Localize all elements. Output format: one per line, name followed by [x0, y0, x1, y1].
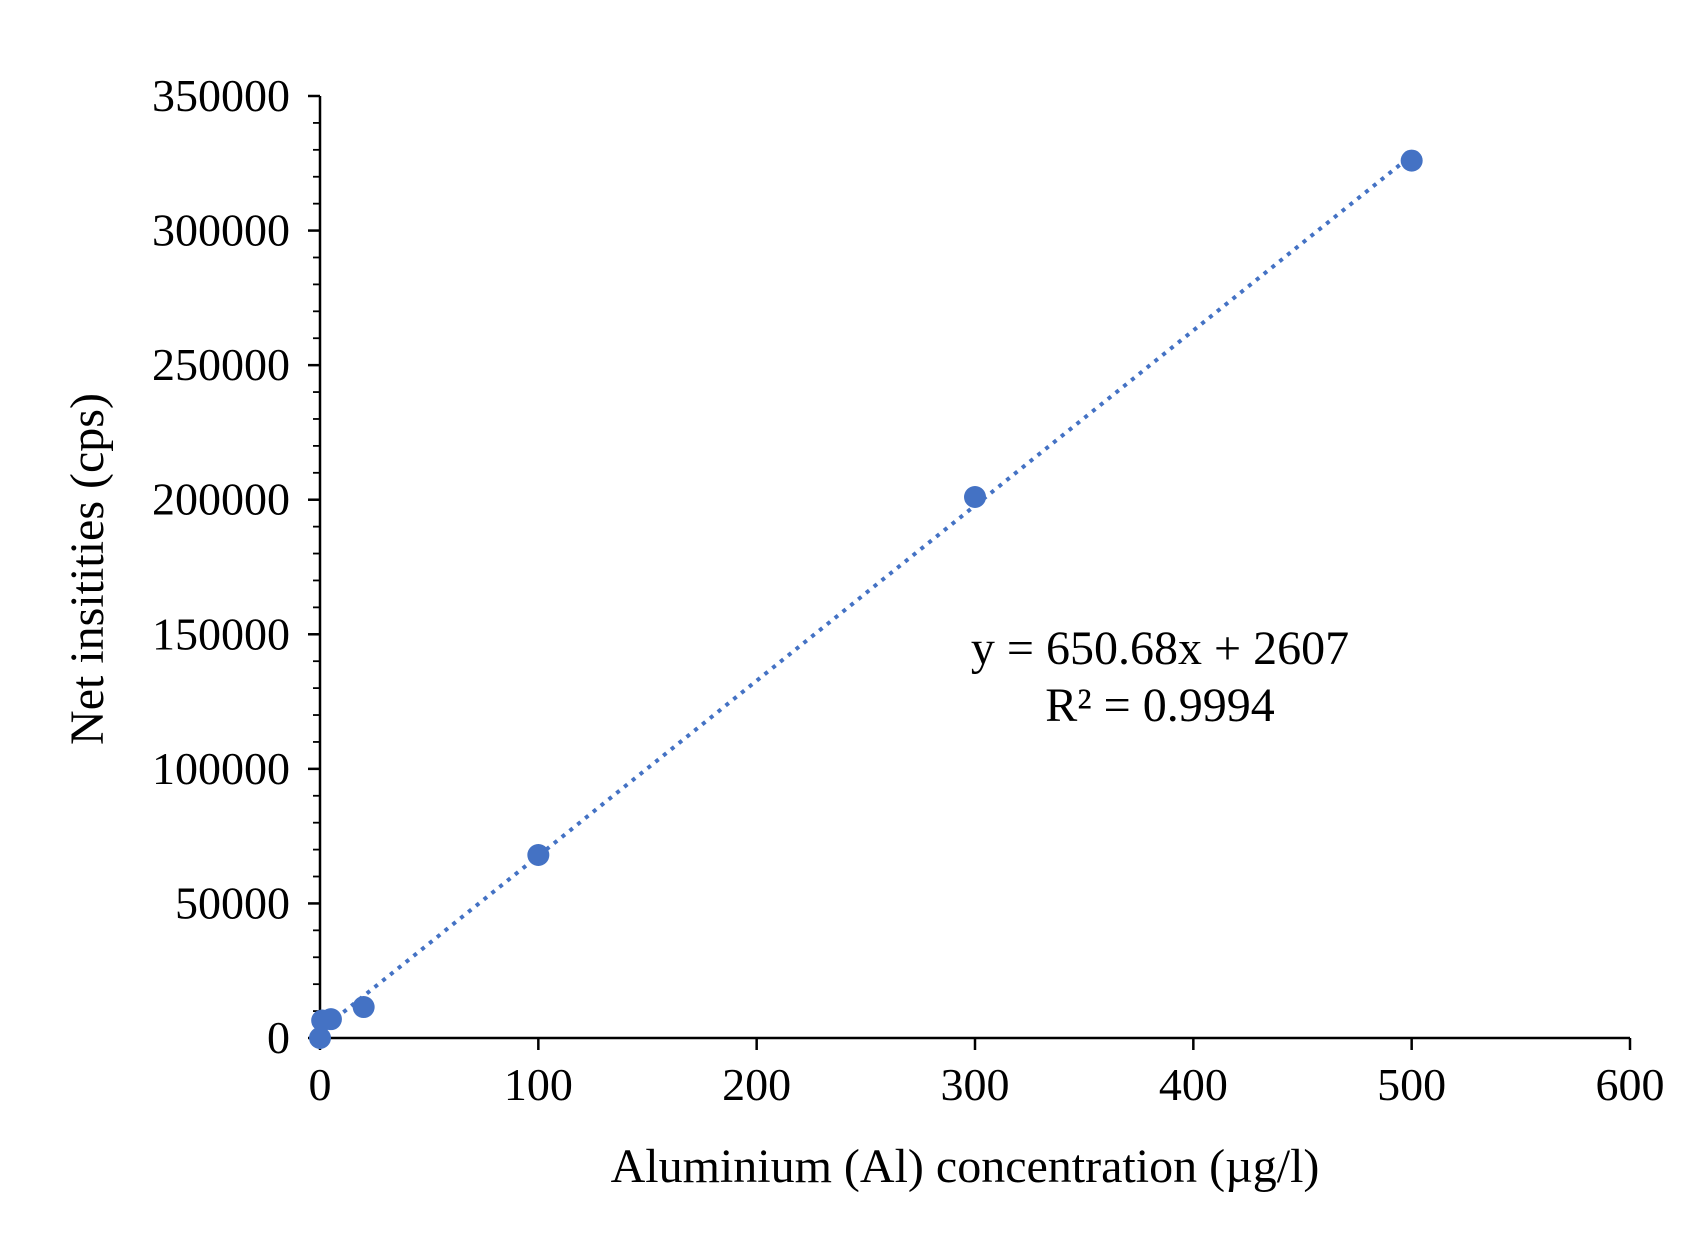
x-tick-label: 100: [504, 1059, 573, 1110]
y-tick-label: 300000: [152, 205, 290, 256]
data-point: [964, 486, 986, 509]
x-tick-label: 400: [1159, 1059, 1228, 1110]
y-axis-title: Net insitities (cps): [61, 393, 114, 745]
x-tick-label: 0: [309, 1059, 332, 1110]
data-point: [527, 843, 550, 866]
y-tick-label: 50000: [175, 877, 290, 928]
trendline-equation: y = 650.68x + 2607: [971, 622, 1349, 675]
trendline: [318, 153, 1413, 1033]
x-tick-label: 300: [941, 1059, 1010, 1110]
trendline-layer: [318, 153, 1413, 1033]
data-point: [352, 996, 375, 1019]
data-point: [1400, 149, 1423, 172]
y-tick-label: 250000: [152, 339, 290, 390]
y-tick-label: 150000: [152, 608, 290, 659]
data-point: [309, 1027, 331, 1049]
labels-layer: Aluminium (Al) concentration (µg/l) Net …: [61, 393, 1349, 1193]
x-tick-label: 500: [1377, 1059, 1446, 1110]
y-tick-label: 200000: [152, 474, 290, 525]
data-point: [319, 1008, 342, 1031]
axes-layer: 0 50000 100000 150000 200000 250000 300000 3500…: [152, 70, 1665, 1110]
x-tick-label: 200: [722, 1059, 791, 1110]
data-points-layer: [309, 149, 1423, 1049]
x-axis-title: Aluminium (Al) concentration (µg/l): [611, 1140, 1320, 1193]
trendline-r-squared: R² = 0.9994: [1045, 679, 1274, 732]
y-tick-label: 350000: [152, 70, 290, 121]
y-tick-label: 0: [267, 1012, 290, 1063]
y-tick-label: 100000: [152, 743, 290, 794]
x-tick-label: 600: [1596, 1059, 1665, 1110]
